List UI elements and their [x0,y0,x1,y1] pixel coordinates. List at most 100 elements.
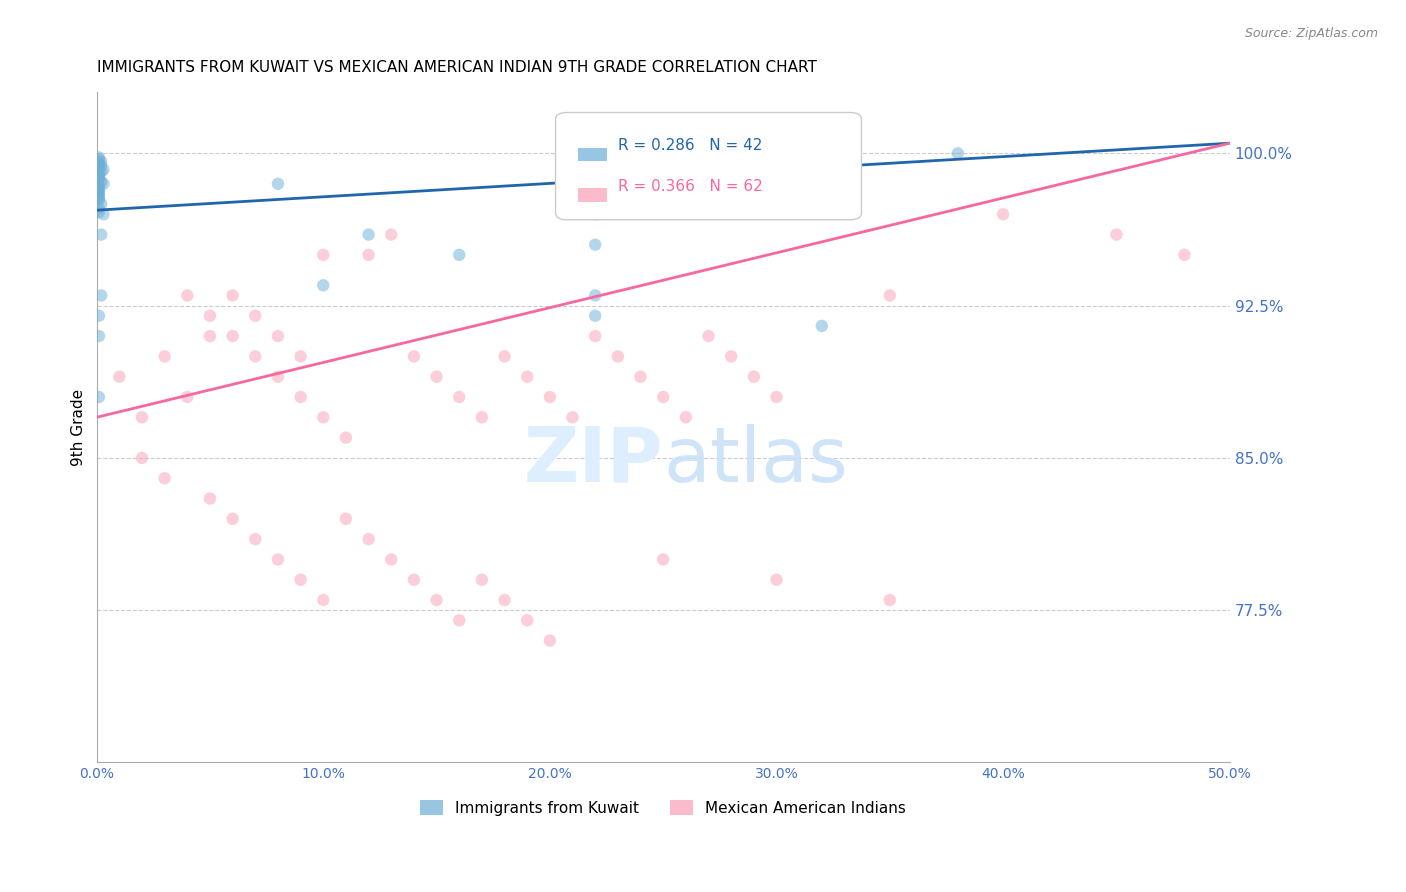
Point [630,369,652,384]
Point [87,186,110,201]
Point [176,288,198,302]
Point [357,248,380,262]
Point [652,390,675,404]
Point [697,329,720,343]
Point [426,369,449,384]
Point [87,191,110,205]
Point [449,613,471,627]
Point [87,161,110,175]
Point [267,329,290,343]
Point [87,193,110,207]
Point [583,329,606,343]
Point [335,512,357,526]
Point [87,329,110,343]
Point [90,288,112,302]
Point [402,573,425,587]
Point [652,552,675,566]
Point [538,633,561,648]
Point [879,288,901,302]
Point [131,450,153,465]
Point [290,350,312,364]
Point [606,350,628,364]
Text: ZIP: ZIP [523,424,664,498]
Point [583,288,606,302]
Point [312,593,335,607]
Y-axis label: 9th Grade: 9th Grade [72,389,86,466]
Point [335,431,357,445]
Point [87,170,110,185]
Point [93,177,115,191]
Point [87,390,110,404]
FancyBboxPatch shape [555,112,862,219]
Point [87,169,110,183]
Point [946,146,969,161]
Point [426,593,449,607]
Point [87,189,110,203]
Point [290,390,312,404]
Point [90,197,112,211]
Point [991,207,1014,221]
Legend: Immigrants from Kuwait, Mexican American Indians: Immigrants from Kuwait, Mexican American… [415,794,912,822]
Point [583,207,606,221]
Point [561,410,583,425]
Point [583,309,606,323]
Point [494,350,516,364]
Point [87,183,110,197]
Point [652,197,675,211]
Point [312,278,335,293]
Point [198,491,221,506]
Point [720,350,742,364]
Point [811,318,834,333]
Point [221,512,243,526]
Point [765,573,787,587]
Point [87,156,110,170]
Point [516,613,538,627]
Point [1173,248,1195,262]
Point [221,329,243,343]
Point [90,175,112,189]
Point [87,172,110,186]
Point [471,573,494,587]
Text: R = 0.286   N = 42: R = 0.286 N = 42 [617,138,762,153]
Point [312,410,335,425]
Point [87,201,110,215]
Point [245,532,267,546]
Point [267,369,290,384]
Point [87,185,110,199]
Text: Source: ZipAtlas.com: Source: ZipAtlas.com [1244,27,1378,40]
Point [402,350,425,364]
Point [198,309,221,323]
Text: atlas: atlas [664,424,848,498]
Point [267,552,290,566]
Point [879,593,901,607]
Point [87,181,110,195]
Point [90,154,112,169]
Point [108,369,131,384]
Point [245,309,267,323]
Point [90,159,112,173]
Point [516,369,538,384]
Point [153,350,176,364]
Point [494,593,516,607]
Point [87,309,110,323]
Point [357,227,380,242]
Point [90,227,112,242]
Point [93,162,115,177]
Point [221,288,243,302]
Point [87,153,110,167]
Point [290,573,312,587]
Point [93,207,115,221]
Point [87,167,110,181]
Point [87,150,110,164]
Point [380,227,402,242]
Point [765,390,787,404]
Point [1105,227,1128,242]
Point [90,164,112,178]
Point [131,410,153,425]
Point [312,248,335,262]
Point [449,248,471,262]
Point [675,410,697,425]
Point [380,552,402,566]
Point [87,205,110,219]
Point [198,329,221,343]
